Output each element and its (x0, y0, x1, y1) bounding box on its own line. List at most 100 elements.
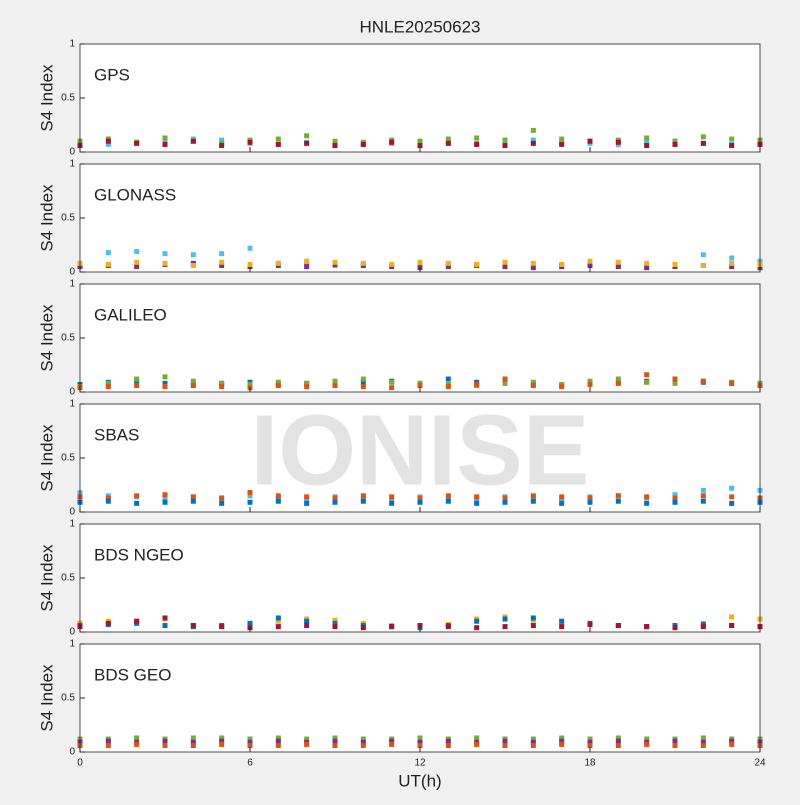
point (105, 141, 111, 147)
point (190, 739, 196, 745)
point (389, 379, 395, 385)
point (162, 260, 168, 266)
point (672, 743, 678, 749)
point (644, 135, 650, 141)
point (672, 138, 678, 144)
point (389, 500, 395, 506)
point (360, 260, 366, 266)
point (587, 138, 593, 144)
point (700, 498, 706, 504)
point (247, 739, 253, 745)
point (190, 743, 196, 749)
point (530, 137, 536, 143)
axes-background (80, 44, 760, 152)
point (474, 741, 480, 747)
point (644, 379, 650, 385)
point (332, 495, 338, 501)
y-tick-label: 0 (69, 747, 75, 758)
point (105, 743, 111, 749)
point (105, 738, 111, 744)
point (700, 134, 706, 140)
point (247, 381, 253, 387)
y-tick-label: 0 (69, 267, 75, 278)
point (417, 499, 423, 505)
point (162, 615, 168, 621)
point (190, 735, 196, 741)
chart-title: HNLE20250623 (360, 17, 481, 36)
point (615, 735, 621, 741)
point (134, 376, 140, 382)
point (530, 743, 536, 749)
point (134, 259, 140, 265)
point (474, 494, 480, 500)
axes-background (80, 644, 760, 752)
point (502, 743, 508, 749)
point (219, 738, 225, 744)
point (700, 140, 706, 146)
point (445, 264, 451, 270)
point (219, 500, 225, 506)
point (445, 384, 451, 390)
point (275, 735, 281, 741)
axes-background (80, 524, 760, 632)
x-tick-label: 18 (584, 758, 596, 769)
point (190, 252, 196, 258)
point (530, 498, 536, 504)
point (587, 736, 593, 742)
point (502, 499, 508, 505)
point (304, 494, 310, 500)
point (587, 621, 593, 627)
point (105, 250, 111, 256)
point (615, 498, 621, 504)
point (530, 140, 536, 146)
point (530, 493, 536, 499)
point (474, 618, 480, 624)
point (162, 138, 168, 144)
point (445, 493, 451, 499)
point (190, 383, 196, 389)
point (190, 263, 196, 269)
point (502, 259, 508, 265)
point (134, 618, 140, 624)
point (587, 743, 593, 749)
point (162, 141, 168, 147)
point (360, 376, 366, 382)
point (559, 735, 565, 741)
point (474, 735, 480, 741)
point (644, 260, 650, 266)
point (559, 624, 565, 630)
point (332, 499, 338, 505)
point (417, 739, 423, 745)
point (700, 263, 706, 269)
point (559, 494, 565, 500)
point (417, 735, 423, 741)
point (587, 258, 593, 264)
axes-background (80, 164, 760, 272)
panel-label: BDS NGEO (94, 545, 184, 564)
point (729, 485, 735, 491)
point (190, 498, 196, 504)
point (417, 383, 423, 389)
point (644, 372, 650, 378)
point (247, 261, 253, 267)
x-tick-label: 0 (77, 758, 83, 769)
point (445, 136, 451, 142)
point (417, 743, 423, 749)
point (417, 259, 423, 265)
point (360, 736, 366, 742)
point (530, 615, 536, 621)
y-tick-label: 1 (69, 519, 75, 530)
point (615, 264, 621, 270)
point (417, 143, 423, 149)
point (304, 500, 310, 506)
point (502, 137, 508, 143)
point (417, 138, 423, 144)
y-tick-label: 1 (69, 639, 75, 650)
point (615, 376, 621, 382)
y-axis-label: S4 Index (37, 184, 56, 252)
panel-label: SBAS (94, 425, 139, 444)
y-tick-label: 0 (69, 507, 75, 518)
point (644, 143, 650, 149)
panel-label: GPS (94, 65, 130, 84)
